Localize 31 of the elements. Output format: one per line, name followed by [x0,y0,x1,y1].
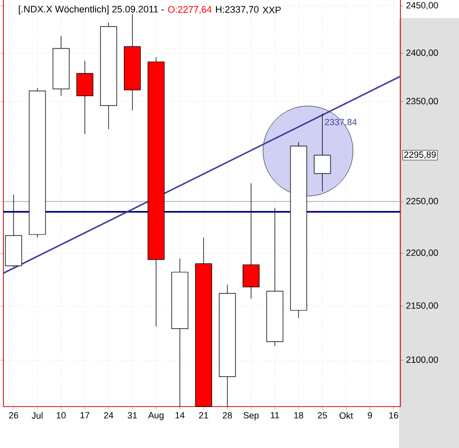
y-tick-label: 2100,00 [406,356,438,364]
annotation: XXP [262,6,281,14]
x-tick-label: 9 [368,412,372,418]
candlestick [76,60,94,134]
y-tick-label: 2450,00 [406,2,438,10]
x-tick-label: 24 [104,412,114,418]
annotation: H:2337,70 [216,6,259,14]
candlestick [242,182,260,299]
x-tick-label: Aug [148,412,164,420]
x-tick-label: 10 [56,412,66,418]
x-tick-label: 31 [128,412,137,418]
annotation: O:2277,64 [168,6,212,14]
x-tick-label: 11 [270,412,280,418]
x-tick-label: Jul [32,412,42,419]
y-tick-label: 2150,00 [406,302,438,310]
y-tick-label: 2350,00 [406,98,438,106]
x-tick-label: Sep [244,412,259,420]
text: [.NDX.X Wöchentlich] 25.09.2011 - [18,6,164,14]
text: 2295,89 [404,151,436,159]
x-tick-label: 14 [176,412,185,418]
y-tick-label: 2400,00 [406,50,438,57]
x-tick-label: 28 [222,412,232,418]
x-tick-label: 26 [9,412,18,418]
x-tick-label: 25 [318,412,327,418]
x-tick-label: Okt [340,412,354,419]
x-tick-label: 17 [80,412,90,418]
x-tick-label: 18 [294,412,304,418]
y-tick-label: 2200,00 [406,250,438,257]
x-tick-label: 21 [199,412,208,418]
x-tick-label: 16 [389,412,398,418]
y-tick-label: 2250,00 [406,198,438,206]
